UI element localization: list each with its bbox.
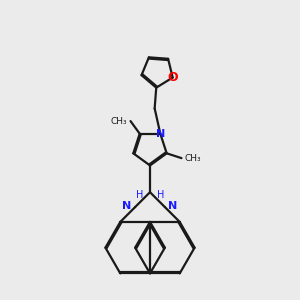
Text: H: H (157, 190, 164, 200)
Text: O: O (167, 71, 178, 84)
Text: CH₃: CH₃ (110, 117, 127, 126)
Text: N: N (156, 129, 165, 139)
Text: CH₃: CH₃ (185, 154, 202, 163)
Text: H: H (136, 190, 143, 200)
Text: N: N (122, 201, 132, 211)
Text: N: N (168, 201, 178, 211)
